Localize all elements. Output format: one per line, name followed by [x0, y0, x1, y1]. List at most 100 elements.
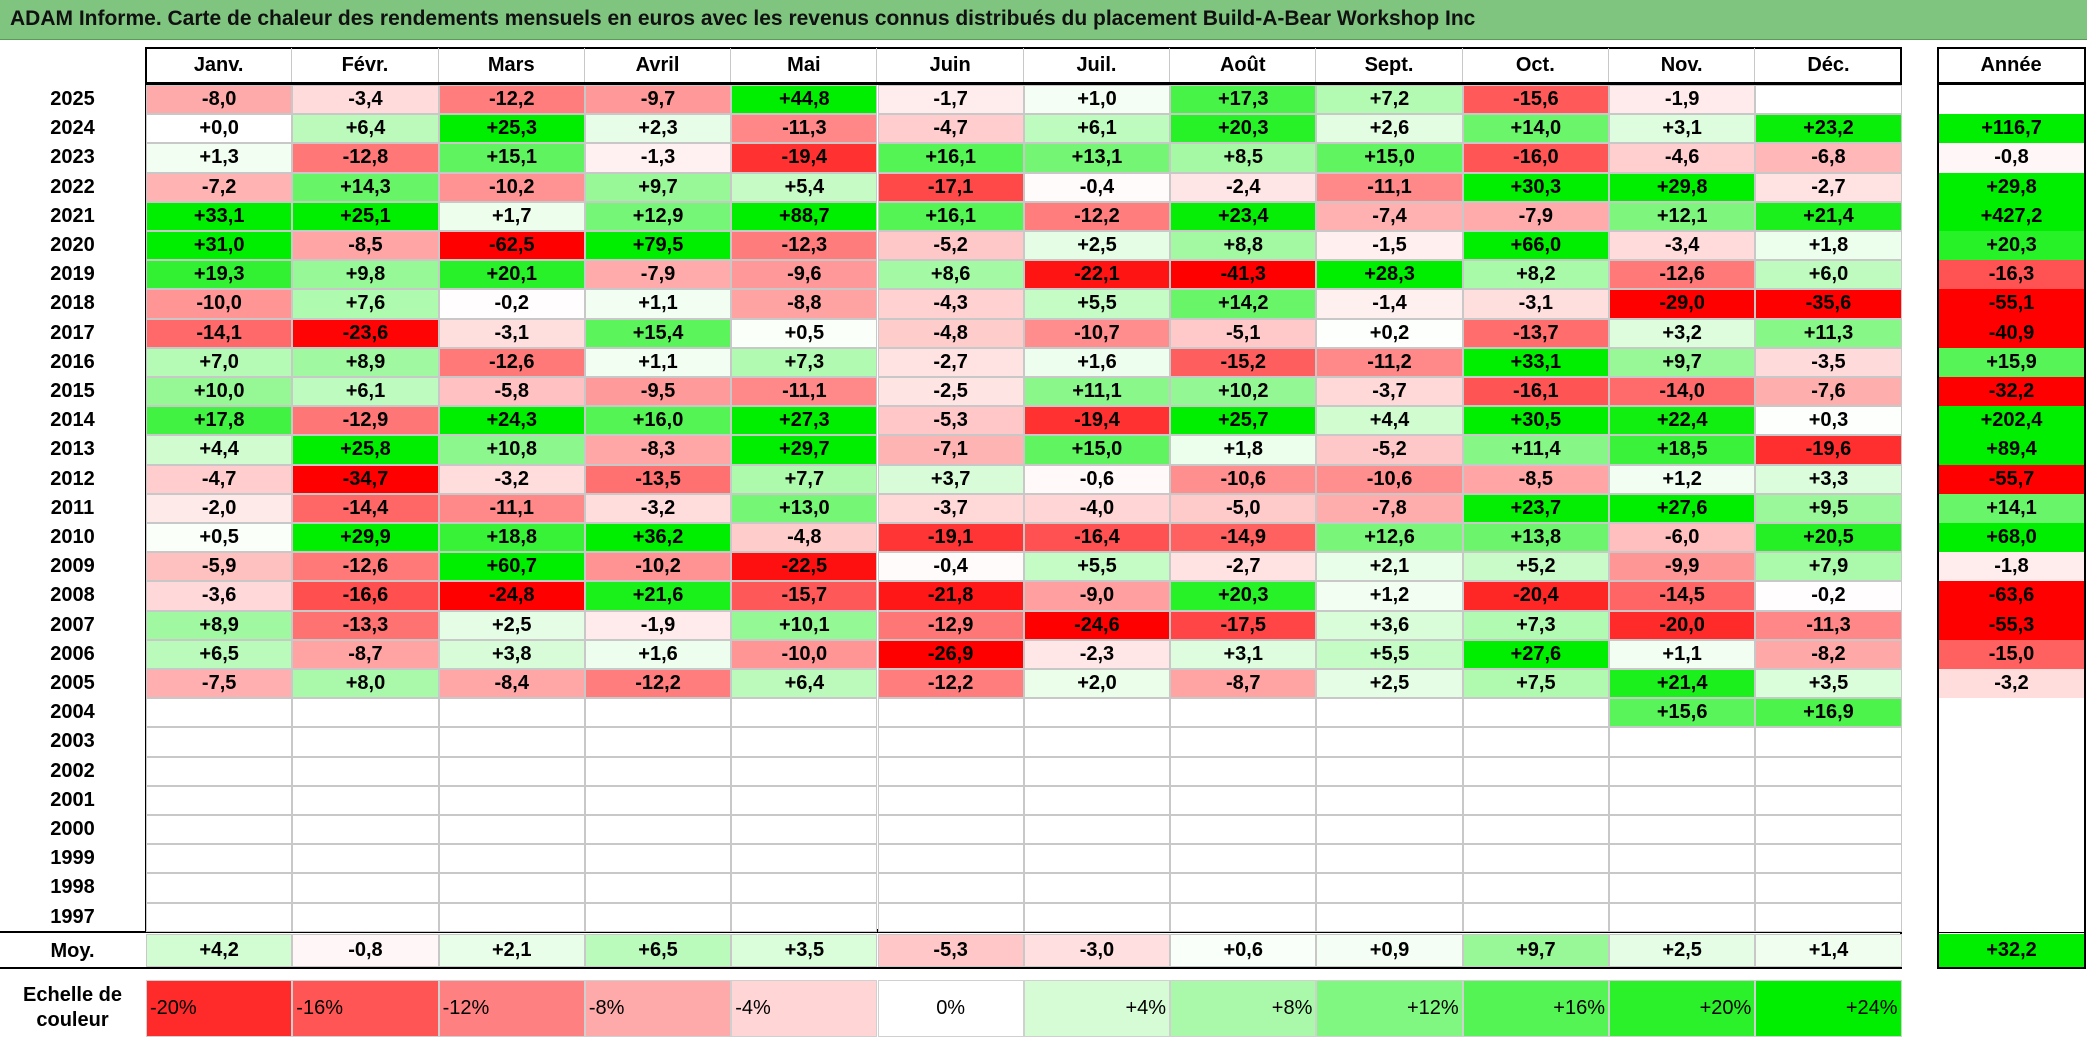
heatmap-cell: +0,2 [1316, 318, 1463, 348]
heatmap-cell: -12,9 [292, 406, 439, 436]
heatmap-cell [1755, 727, 1902, 757]
heatmap-cell: +6,1 [292, 377, 439, 407]
heatmap-cell: +3,3 [1755, 464, 1902, 494]
heatmap-cell: +1,7 [438, 201, 585, 231]
heatmap-cell: -7,5 [146, 669, 293, 699]
heatmap-cell [1316, 698, 1463, 728]
year-label: 2022 [50, 175, 95, 198]
heatmap-cell: -14,1 [146, 318, 293, 348]
heatmap-cell [438, 873, 585, 903]
color-scale-swatch: 0% [877, 980, 1024, 1037]
heatmap-cell: +9,5 [1755, 493, 1902, 523]
annual-cell: -0,8 [1939, 143, 2084, 173]
heatmap-cell: -19,6 [1755, 435, 1902, 465]
heatmap-cell: +9,7 [1609, 347, 1756, 377]
year-label: 2024 [50, 117, 95, 140]
heatmap-cell: +1,3 [146, 143, 293, 173]
heatmap-cell [731, 785, 878, 815]
heatmap-cell: +3,8 [438, 639, 585, 669]
heatmap-cell: -12,2 [438, 85, 585, 115]
heatmap-cell: -15,2 [1170, 347, 1317, 377]
heatmap-cell: -14,9 [1170, 523, 1317, 553]
color-scale-swatch: +16% [1462, 980, 1609, 1037]
annual-cell: +29,8 [1939, 172, 2084, 202]
heatmap-cell: +3,7 [877, 464, 1024, 494]
heatmap-cell: -4,8 [731, 523, 878, 553]
heatmap-cell [1755, 756, 1902, 786]
heatmap-cell [292, 756, 439, 786]
color-scale-label: Echelle de couleur [23, 983, 122, 1031]
annual-cell: -16,3 [1939, 260, 2084, 290]
average-cell: +9,7 [1462, 934, 1609, 967]
heatmap-cell: -21,8 [877, 581, 1024, 611]
color-scale-swatch: +8% [1170, 980, 1317, 1037]
color-scale-swatch: -4% [731, 980, 878, 1037]
heatmap-cell: -1,3 [584, 143, 732, 173]
annual-cell: +89,4 [1939, 435, 2084, 465]
month-header: Sept. [1316, 48, 1463, 82]
heatmap-cell: -1,7 [877, 85, 1024, 115]
color-scale-swatch: -20% [146, 980, 293, 1037]
heatmap-cell: +19,3 [146, 260, 293, 290]
heatmap-cell [1462, 756, 1609, 786]
year-label: 2023 [50, 146, 95, 169]
heatmap-cell: +6,1 [1023, 114, 1171, 144]
heatmap-cell: -16,4 [1023, 523, 1171, 553]
heatmap-cell: +12,6 [1316, 523, 1463, 553]
heatmap-cell [1609, 727, 1756, 757]
heatmap-cell: +7,2 [1316, 85, 1463, 115]
average-cell: +3,5 [731, 934, 878, 967]
heatmap-cell: -12,6 [1609, 260, 1756, 290]
heatmap-cell [1609, 785, 1756, 815]
heatmap-cell: -15,6 [1462, 85, 1609, 115]
heatmap-cell: -2,5 [877, 377, 1024, 407]
average-cell: +4,2 [146, 934, 293, 967]
heatmap-cell: +7,9 [1755, 552, 1902, 582]
heatmap-cell: -3,5 [1755, 347, 1902, 377]
heatmap-cell: +25,8 [292, 435, 439, 465]
heatmap-cell: +8,0 [292, 669, 439, 699]
heatmap-cell: -41,3 [1170, 260, 1317, 290]
heatmap-cell: +10,0 [146, 377, 293, 407]
heatmap-cell: +22,4 [1609, 406, 1756, 436]
heatmap-cell [292, 844, 439, 874]
heatmap-cell: -3,7 [877, 493, 1024, 523]
heatmap-cell [584, 902, 732, 932]
heatmap-cell: +28,3 [1316, 260, 1463, 290]
heatmap-cell [1316, 756, 1463, 786]
heatmap-cell: -34,7 [292, 464, 439, 494]
year-label: 2007 [50, 613, 95, 636]
heatmap-cell: +1,8 [1170, 435, 1317, 465]
heatmap-cell: +20,5 [1755, 523, 1902, 553]
heatmap-cell: +7,3 [1462, 610, 1609, 640]
heatmap-cell: +23,4 [1170, 201, 1317, 231]
heatmap-cell: +7,0 [146, 347, 293, 377]
chart-title: ADAM Informe. Carte de chaleur des rende… [10, 7, 1476, 30]
heatmap-cell [1316, 873, 1463, 903]
heatmap-cell: +15,0 [1023, 435, 1171, 465]
heatmap-cell [292, 815, 439, 845]
heatmap-cell: +3,1 [1170, 639, 1317, 669]
heatmap-cell: -11,3 [731, 114, 878, 144]
heatmap-cell [146, 873, 293, 903]
heatmap-cell: +4,4 [1316, 406, 1463, 436]
heatmap-cell: +88,7 [731, 201, 878, 231]
annual-cell [1939, 815, 2084, 845]
average-cell: +0,9 [1316, 934, 1463, 967]
heatmap-cell: -4,7 [146, 464, 293, 494]
heatmap-cell: -13,7 [1462, 318, 1609, 348]
heatmap-cell: -13,3 [292, 610, 439, 640]
heatmap-cell [731, 873, 878, 903]
heatmap-cell: -6,8 [1755, 143, 1902, 173]
heatmap-cell [1755, 844, 1902, 874]
heatmap-cell [1170, 756, 1317, 786]
year-label: 2004 [50, 701, 95, 724]
heatmap-cell [1170, 727, 1317, 757]
heatmap-cell: -3,6 [146, 581, 293, 611]
heatmap-cell: -12,6 [438, 347, 585, 377]
heatmap-cell: -20,4 [1462, 581, 1609, 611]
heatmap-cell: +12,1 [1609, 201, 1756, 231]
annual-cell: -55,1 [1939, 289, 2084, 319]
heatmap-cell: +6,4 [292, 114, 439, 144]
heatmap-cell: -8,5 [292, 231, 439, 261]
